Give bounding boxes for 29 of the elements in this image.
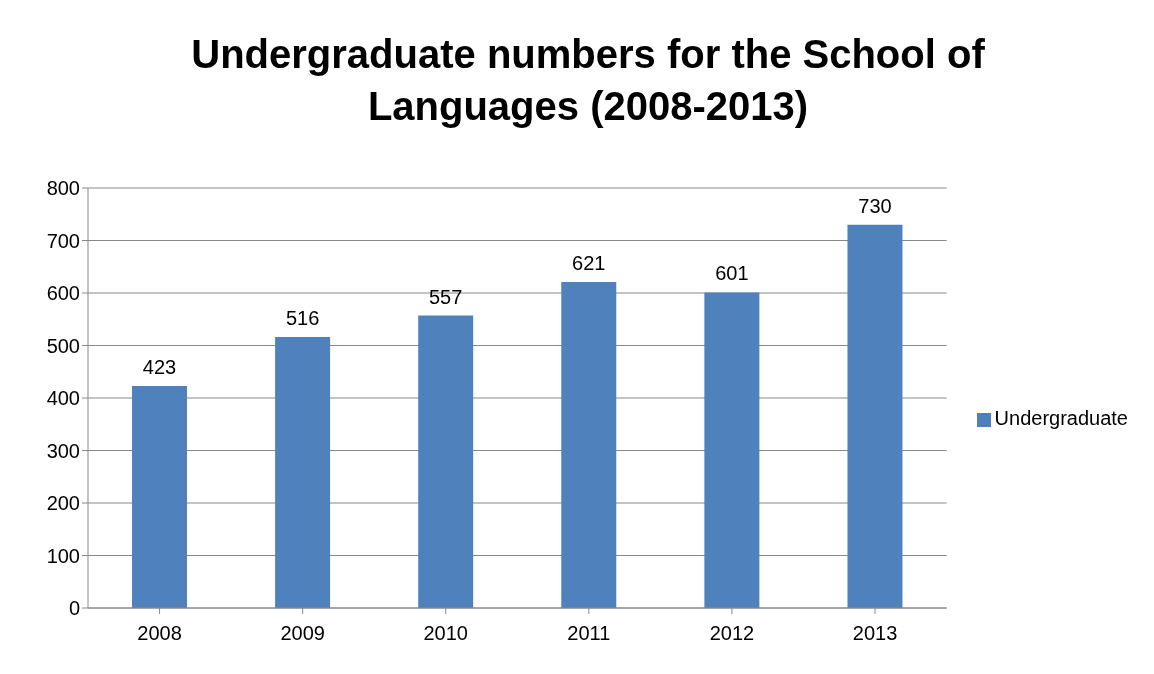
y-tick-label: 100 [46, 544, 80, 567]
data-label: 601 [715, 262, 749, 285]
bar [275, 337, 331, 608]
data-label: 621 [572, 251, 606, 274]
data-label: 516 [285, 307, 320, 330]
x-tick-label: 2010 [423, 622, 468, 645]
bar [418, 315, 474, 608]
y-tick-label: 500 [46, 334, 80, 357]
bar [704, 292, 760, 608]
x-tick-label: 2012 [709, 622, 755, 645]
x-tick-label: 2008 [137, 622, 182, 645]
x-tick-label: 2013 [852, 622, 898, 645]
bar [847, 224, 903, 608]
chart-title: Undergraduate numbers for the School of Languages (2008-2013) [190, 31, 986, 130]
bar [561, 281, 617, 608]
y-tick-label: 800 [46, 177, 80, 200]
x-tick-label: 2011 [567, 622, 611, 645]
data-label: 557 [429, 285, 463, 308]
data-label: 730 [858, 194, 892, 217]
bar [132, 385, 187, 608]
y-tick-label: 200 [46, 492, 80, 515]
legend-label: Undergraduate [994, 406, 1128, 429]
y-tick-label: 300 [46, 439, 80, 462]
y-tick-label: 600 [46, 282, 80, 305]
y-tick-label: 700 [46, 229, 80, 252]
y-tick-label: 400 [46, 387, 80, 410]
y-tick-label: 0 [68, 597, 80, 620]
data-label: 423 [142, 355, 177, 378]
x-tick-label: 2009 [280, 622, 325, 645]
